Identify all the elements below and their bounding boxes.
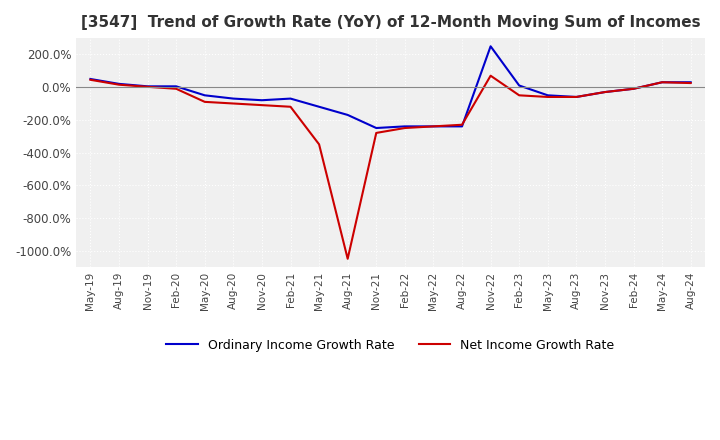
Ordinary Income Growth Rate [200, 93, 209, 98]
Net Income Growth Rate [686, 81, 695, 86]
Ordinary Income Growth Rate [86, 76, 95, 81]
Net Income Growth Rate [486, 73, 495, 78]
Line: Net Income Growth Rate: Net Income Growth Rate [91, 76, 690, 259]
Net Income Growth Rate [629, 86, 638, 92]
Net Income Growth Rate [286, 104, 294, 110]
Net Income Growth Rate [86, 77, 95, 82]
Net Income Growth Rate [172, 86, 181, 92]
Ordinary Income Growth Rate [172, 84, 181, 89]
Net Income Growth Rate [429, 124, 438, 129]
Ordinary Income Growth Rate [429, 124, 438, 129]
Ordinary Income Growth Rate [686, 80, 695, 85]
Net Income Growth Rate [229, 101, 238, 106]
Ordinary Income Growth Rate [544, 93, 552, 98]
Ordinary Income Growth Rate [572, 94, 581, 99]
Net Income Growth Rate [143, 84, 152, 89]
Net Income Growth Rate [258, 103, 266, 108]
Ordinary Income Growth Rate [114, 81, 123, 87]
Ordinary Income Growth Rate [600, 89, 609, 95]
Net Income Growth Rate [114, 82, 123, 87]
Legend: Ordinary Income Growth Rate, Net Income Growth Rate: Ordinary Income Growth Rate, Net Income … [161, 334, 620, 357]
Net Income Growth Rate [343, 256, 352, 261]
Net Income Growth Rate [544, 94, 552, 99]
Net Income Growth Rate [572, 94, 581, 99]
Title: [3547]  Trend of Growth Rate (YoY) of 12-Month Moving Sum of Incomes: [3547] Trend of Growth Rate (YoY) of 12-… [81, 15, 701, 30]
Ordinary Income Growth Rate [658, 80, 667, 85]
Ordinary Income Growth Rate [486, 44, 495, 49]
Ordinary Income Growth Rate [229, 96, 238, 101]
Ordinary Income Growth Rate [343, 112, 352, 117]
Net Income Growth Rate [372, 130, 381, 136]
Ordinary Income Growth Rate [515, 83, 523, 88]
Ordinary Income Growth Rate [400, 124, 409, 129]
Ordinary Income Growth Rate [372, 125, 381, 131]
Ordinary Income Growth Rate [258, 98, 266, 103]
Net Income Growth Rate [400, 125, 409, 131]
Net Income Growth Rate [515, 93, 523, 98]
Line: Ordinary Income Growth Rate: Ordinary Income Growth Rate [91, 46, 690, 128]
Ordinary Income Growth Rate [629, 86, 638, 92]
Net Income Growth Rate [658, 80, 667, 85]
Ordinary Income Growth Rate [458, 124, 467, 129]
Net Income Growth Rate [315, 142, 323, 147]
Ordinary Income Growth Rate [286, 96, 294, 101]
Net Income Growth Rate [458, 122, 467, 128]
Ordinary Income Growth Rate [143, 84, 152, 89]
Net Income Growth Rate [200, 99, 209, 105]
Net Income Growth Rate [600, 89, 609, 95]
Ordinary Income Growth Rate [315, 104, 323, 110]
